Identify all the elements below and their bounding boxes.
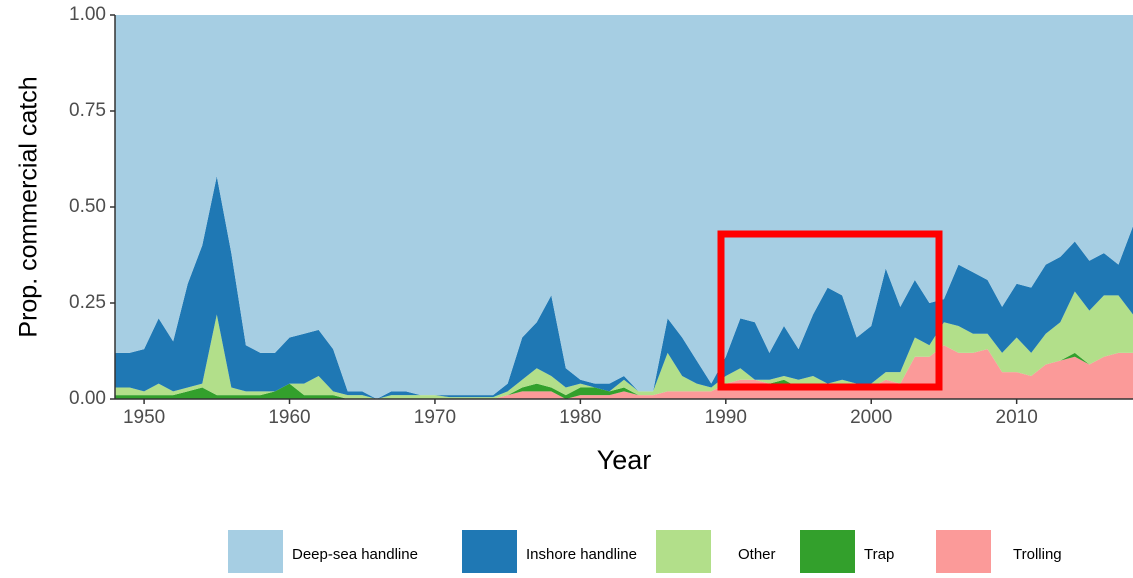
x-tick-label: 1950 [123,407,165,428]
legend-label: Trolling [1013,546,1062,563]
area [115,176,1133,399]
legend-swatch [800,530,855,575]
legend-swatch [656,530,711,575]
area [115,15,1133,399]
y-tick-label: 0.00 [69,388,106,409]
highlight-box [717,230,943,391]
legend-label: Deep-sea handline [292,546,418,563]
legend-swatch [936,530,991,575]
y-tick-label: 0.75 [69,100,106,121]
x-tick-label: 1960 [268,407,310,428]
x-tick-label: 1980 [559,407,601,428]
legend-swatch [228,530,283,575]
x-tick-label: 2000 [850,407,892,428]
legend-label: Other [738,546,776,563]
y-tick-label: 0.50 [69,196,106,217]
legend-label: Inshore handline [526,546,637,563]
y-tick-label: 0.25 [69,292,106,313]
y-tick-label: 1.00 [69,4,106,25]
y-axis-label: Prop. commercial catch [15,76,43,337]
legend-label: Trap [864,546,894,563]
x-tick-label: 1990 [705,407,747,428]
legend-swatch [462,530,517,575]
x-axis-label: Year [597,445,652,475]
x-tick-label: 1970 [414,407,456,428]
x-tick-label: 2010 [996,407,1038,428]
area [115,345,1133,399]
